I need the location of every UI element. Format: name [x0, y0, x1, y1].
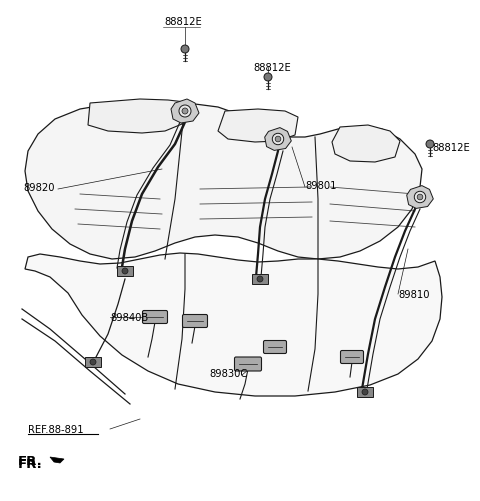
- Polygon shape: [252, 275, 268, 285]
- Polygon shape: [407, 186, 433, 209]
- Circle shape: [272, 134, 284, 145]
- Polygon shape: [88, 100, 185, 134]
- Text: 89830C: 89830C: [209, 368, 247, 378]
- Polygon shape: [264, 128, 291, 151]
- Polygon shape: [25, 254, 442, 396]
- Text: FR.: FR.: [18, 457, 43, 470]
- Polygon shape: [25, 103, 422, 260]
- FancyBboxPatch shape: [143, 311, 168, 324]
- Polygon shape: [50, 457, 64, 463]
- Text: 89840B: 89840B: [110, 313, 148, 322]
- Polygon shape: [171, 100, 199, 124]
- Circle shape: [179, 106, 191, 118]
- Text: 89810: 89810: [398, 290, 430, 300]
- Text: 88812E: 88812E: [164, 17, 202, 27]
- FancyBboxPatch shape: [264, 341, 287, 354]
- Circle shape: [426, 141, 434, 149]
- Text: 89820: 89820: [24, 183, 55, 192]
- Circle shape: [257, 277, 263, 283]
- FancyBboxPatch shape: [235, 357, 262, 371]
- Circle shape: [414, 192, 426, 203]
- FancyBboxPatch shape: [182, 315, 207, 328]
- Polygon shape: [357, 387, 373, 397]
- Polygon shape: [332, 126, 400, 163]
- Circle shape: [417, 195, 423, 200]
- Text: 88812E: 88812E: [432, 143, 470, 153]
- Circle shape: [275, 137, 281, 143]
- Text: 89801: 89801: [305, 181, 336, 190]
- Circle shape: [181, 46, 189, 54]
- Circle shape: [264, 74, 272, 82]
- Text: FR.: FR.: [18, 454, 43, 467]
- Circle shape: [122, 269, 128, 275]
- Circle shape: [182, 109, 188, 115]
- FancyBboxPatch shape: [340, 351, 363, 364]
- Text: 88812E: 88812E: [253, 63, 291, 73]
- Circle shape: [362, 389, 368, 395]
- Polygon shape: [85, 357, 101, 367]
- Circle shape: [90, 359, 96, 365]
- Polygon shape: [117, 267, 133, 277]
- Text: REF.88-891: REF.88-891: [28, 424, 84, 434]
- Polygon shape: [218, 110, 298, 143]
